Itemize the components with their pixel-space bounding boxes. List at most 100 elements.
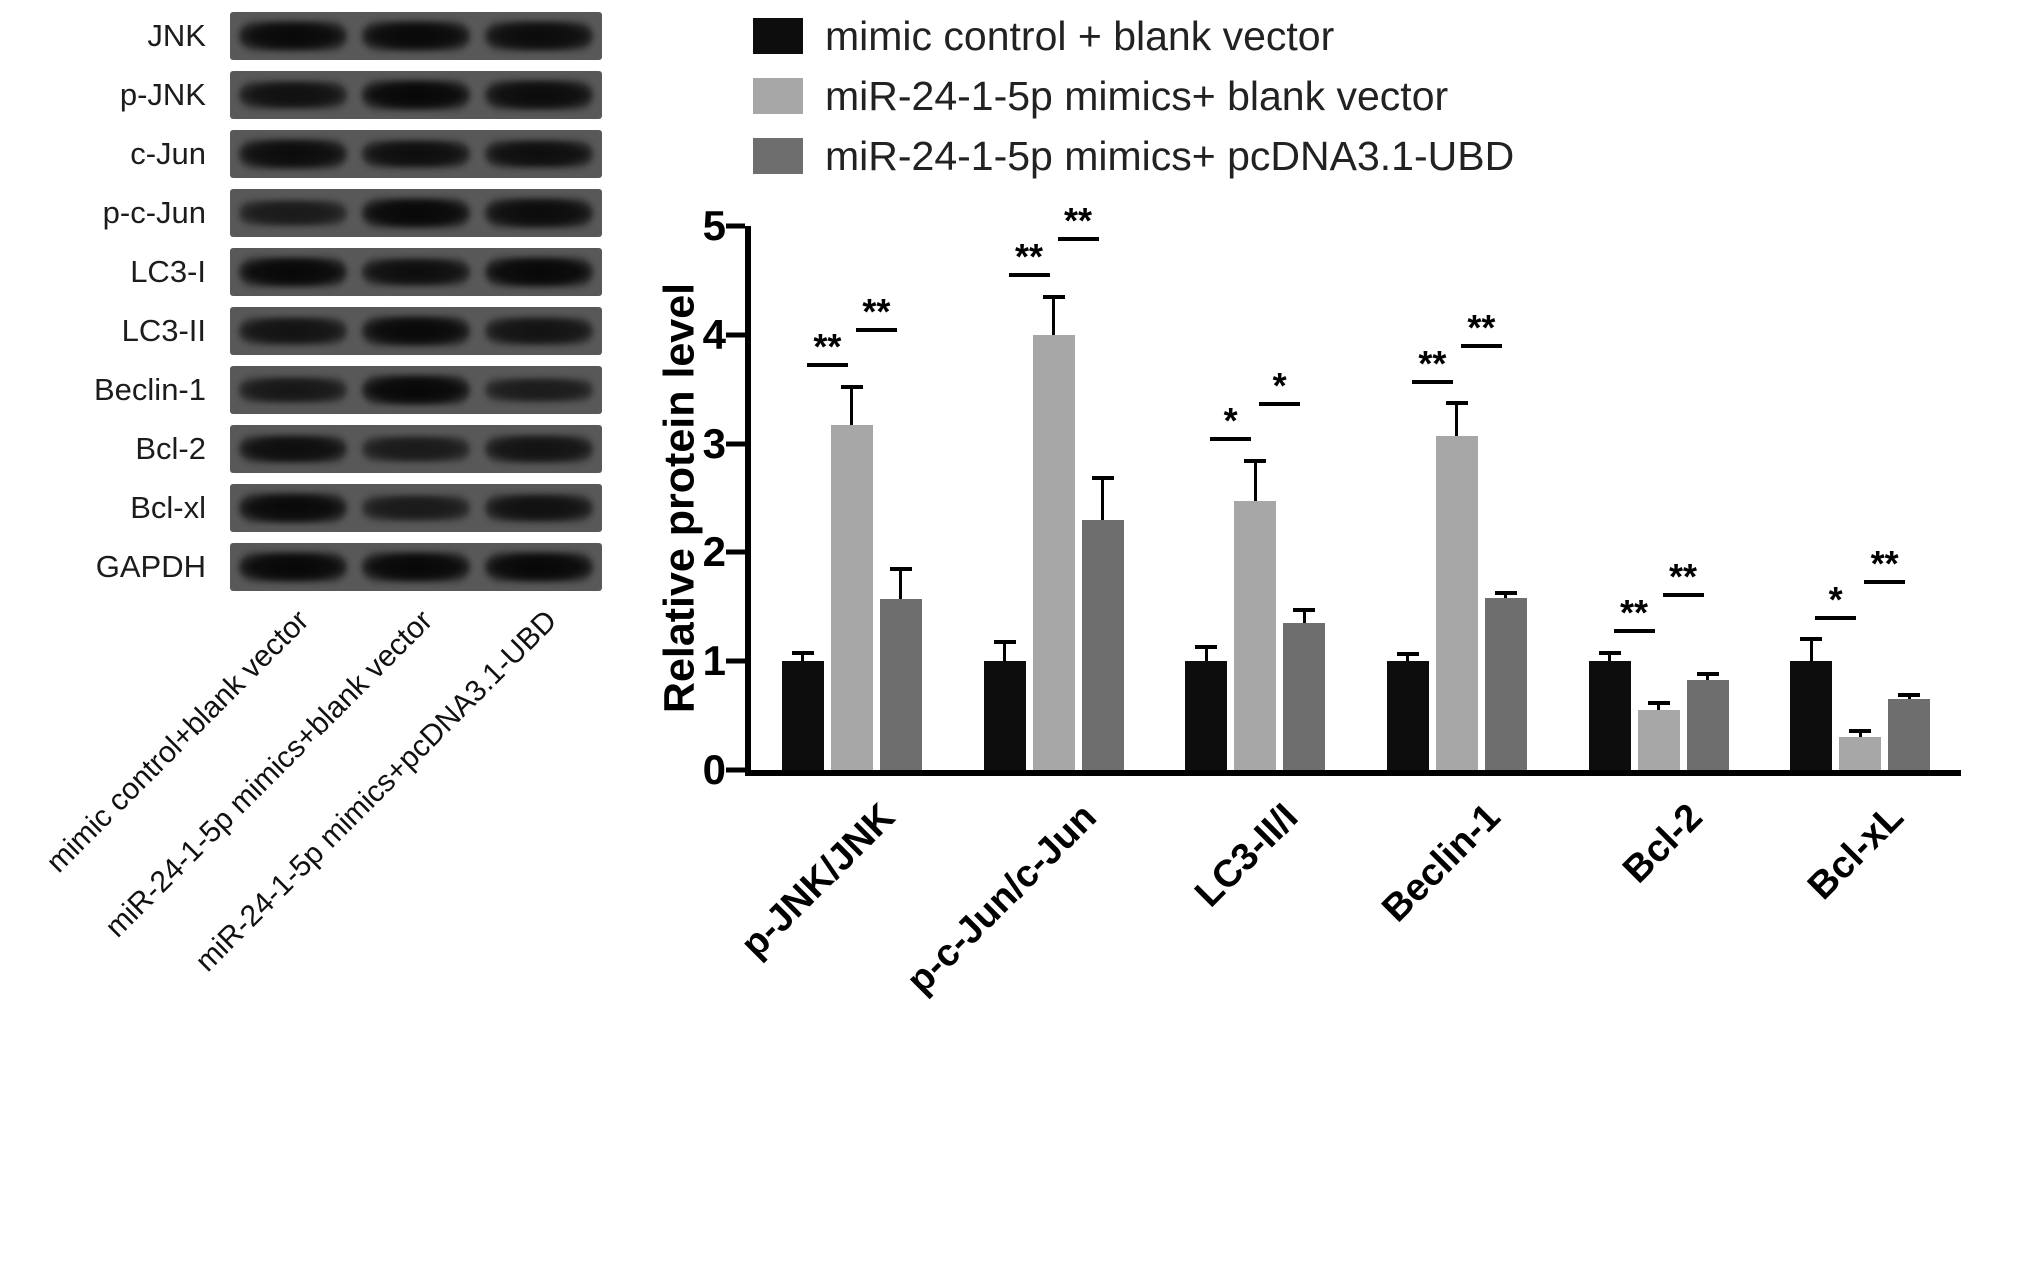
bar — [1588, 661, 1631, 770]
blot-strip — [230, 12, 602, 60]
error-bar — [1003, 641, 1006, 662]
blot-strip — [230, 130, 602, 178]
error-bar-cap — [1849, 728, 1872, 733]
bar — [983, 661, 1026, 770]
error-bar-cap — [1396, 651, 1419, 656]
error-bar — [1101, 478, 1104, 520]
blot-band — [362, 197, 470, 229]
blot-lane-label: mimic control+blank vector — [40, 604, 316, 880]
blot-lane-labels: mimic control+blank vector miR-24-1-5p mi… — [0, 604, 700, 1284]
error-bar — [1657, 702, 1660, 711]
error-bar-cap — [1293, 608, 1316, 613]
error-bar — [1504, 592, 1508, 599]
blot-band — [239, 80, 348, 110]
blot-row-label: p-JNK — [119, 77, 206, 112]
blot-strip — [230, 189, 602, 237]
legend-swatch — [753, 18, 803, 54]
error-bar — [1253, 461, 1257, 502]
blot-row: Beclin-1 — [0, 366, 700, 414]
sig-line-left — [1815, 615, 1857, 620]
bar — [1888, 699, 1931, 770]
blot-band — [239, 200, 348, 226]
error-bar-cap — [1195, 645, 1218, 650]
blot-row: JNK — [0, 12, 700, 60]
blot-strip — [230, 307, 602, 355]
y-tick-label: 4 — [702, 310, 726, 358]
bar — [1839, 737, 1882, 770]
y-axis-tick-labels: 0 1 2 3 4 5 — [640, 202, 726, 793]
error-bar-cap — [1598, 650, 1621, 655]
sig-line-right — [1259, 401, 1301, 406]
sig-stars-right: ** — [1063, 200, 1093, 242]
blot-row-label: Bcl-xl — [130, 490, 206, 525]
error-bar — [1302, 610, 1306, 624]
blot-row: Bcl-2 — [0, 425, 700, 473]
error-bar — [850, 387, 854, 426]
bar — [1686, 679, 1729, 770]
blot-row-label: LC3-II — [121, 313, 206, 348]
blot-band — [484, 317, 593, 345]
legend-item: miR-24-1-5p mimics+ blank vector — [753, 72, 1514, 120]
sig-stars-left: ** — [813, 326, 842, 368]
sig-stars-right: ** — [1870, 542, 1899, 584]
blot-band — [239, 434, 348, 464]
blot-row-label: c-Jun — [130, 136, 206, 171]
legend-item: mimic control + blank vector — [753, 12, 1514, 60]
error-bar-cap — [840, 385, 863, 390]
sig-line-left — [806, 363, 848, 368]
blot-band — [484, 80, 593, 110]
blot-band — [239, 256, 348, 288]
blot-band — [362, 495, 470, 521]
blot-strip — [230, 248, 602, 296]
legend-label: miR-24-1-5p mimics+ blank vector — [825, 72, 1449, 119]
error-bar-cap — [1091, 476, 1114, 481]
y-tick-label: 0 — [702, 746, 726, 793]
bar — [1283, 623, 1326, 770]
blot-band — [239, 20, 348, 52]
sig-stars-right: ** — [862, 290, 891, 332]
sig-stars-left: * — [1828, 578, 1843, 620]
x-category-label: LC3-II/I — [1187, 796, 1307, 916]
error-bar — [1907, 694, 1911, 700]
legend-label: miR-24-1-5p mimics+ pcDNA3.1-UBD — [825, 132, 1515, 179]
sig-line-right — [1864, 579, 1906, 584]
blot-strip — [230, 366, 602, 414]
blot-row: Bcl-xl — [0, 484, 700, 532]
sig-line-right — [855, 327, 897, 332]
y-axis-tick-marks — [726, 223, 745, 773]
blot-band — [362, 436, 470, 462]
blot-strip — [230, 543, 602, 591]
blot-band — [362, 257, 470, 287]
sig-line-right — [1460, 343, 1502, 348]
blot-band — [484, 377, 593, 403]
blot-band — [362, 551, 470, 583]
error-bar — [1608, 652, 1611, 662]
sig-stars-left: ** — [1619, 591, 1649, 633]
blot-row: c-Jun — [0, 130, 700, 178]
blot-band — [239, 377, 348, 403]
error-bar — [1706, 674, 1709, 680]
bar — [781, 661, 824, 770]
blot-band — [484, 435, 593, 463]
sig-line-left — [1210, 437, 1252, 442]
blot-row-label: GAPDH — [95, 549, 206, 584]
blot-strip — [230, 484, 602, 532]
y-tick-label: 5 — [702, 202, 726, 249]
plot-area: ** ** ** ** * * ** ** ** ** * ** — [745, 203, 1961, 776]
error-bar-cap — [1244, 459, 1267, 464]
blot-band — [239, 317, 348, 345]
error-bar-cap — [1800, 637, 1823, 642]
error-bar — [899, 568, 903, 600]
x-category-label: p-c-Jun/c-Jun — [899, 796, 1106, 1002]
sig-stars-right: ** — [1668, 556, 1698, 598]
bar — [1484, 598, 1527, 770]
blot-band — [484, 256, 593, 288]
error-bar-cap — [1445, 401, 1468, 406]
sig-line-right — [1662, 593, 1704, 598]
error-bar — [1406, 653, 1410, 662]
bar — [1637, 710, 1680, 770]
blot-band — [484, 139, 593, 169]
sig-stars-left: ** — [1014, 236, 1044, 278]
blot-row-label: p-c-Jun — [102, 195, 206, 230]
y-tick-label: 3 — [702, 419, 726, 467]
